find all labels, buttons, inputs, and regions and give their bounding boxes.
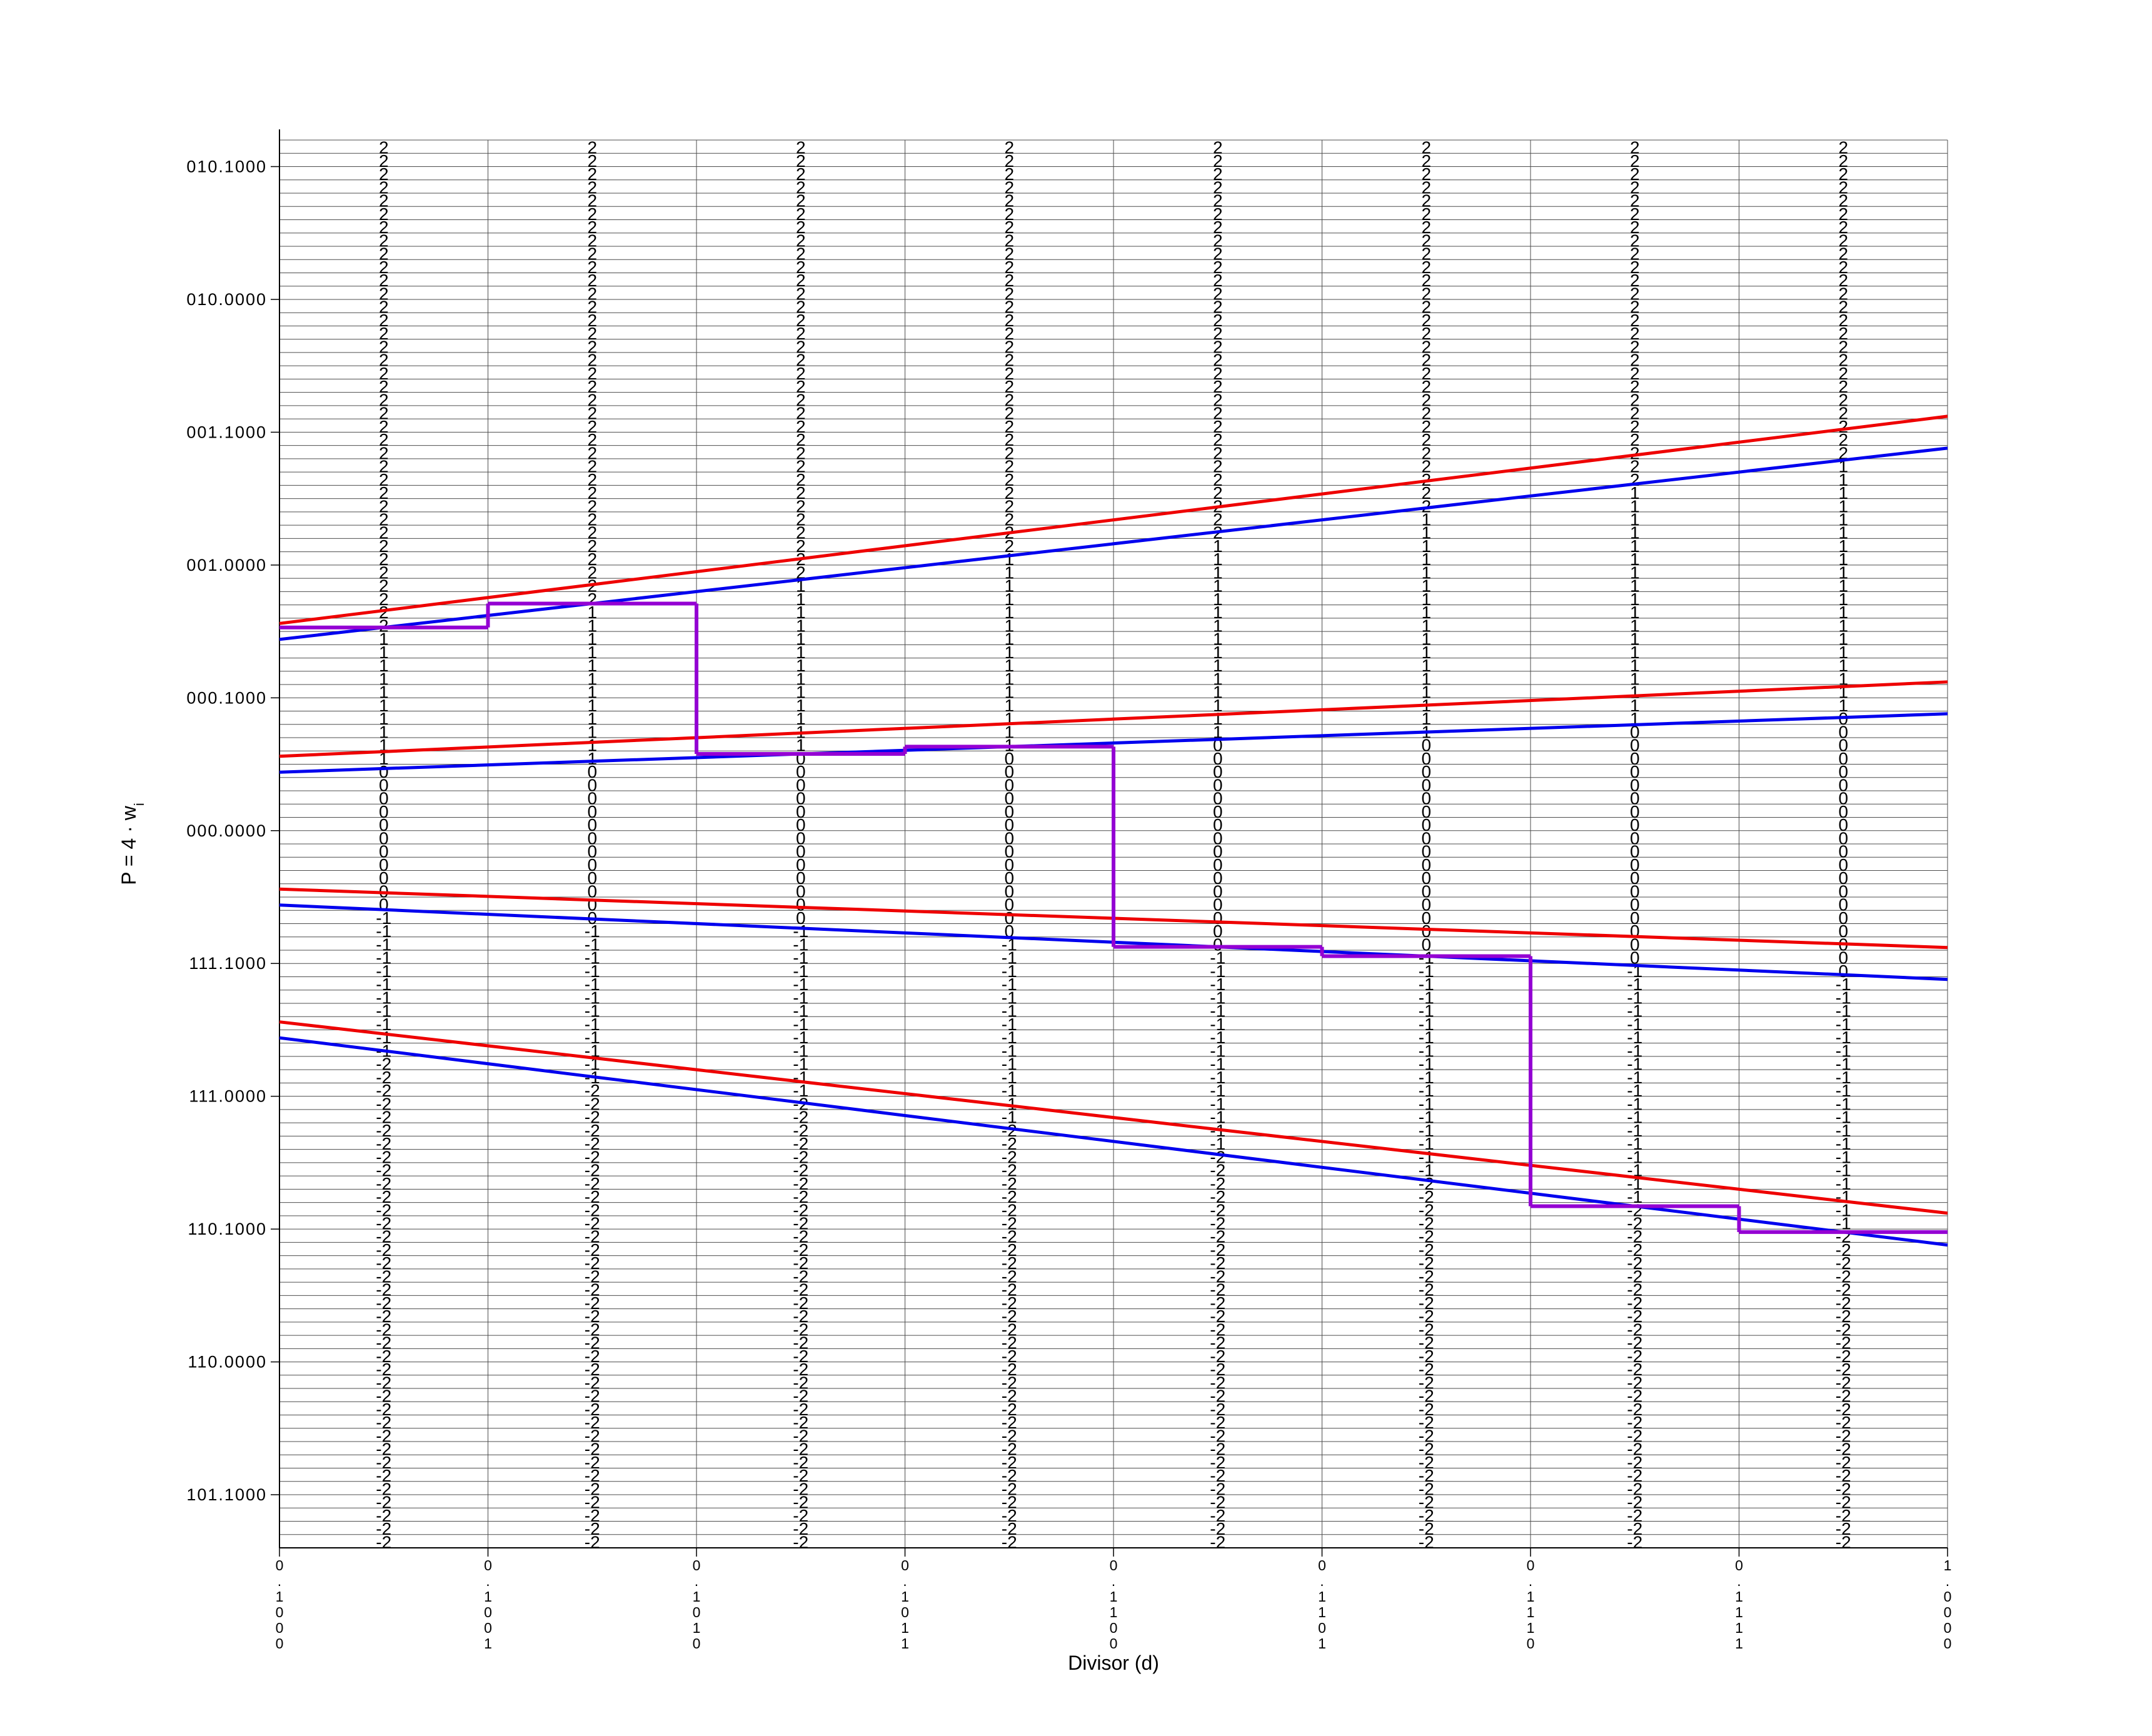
svg-text:.: .	[695, 1573, 698, 1589]
svg-text:0: 0	[693, 1604, 701, 1620]
svg-text:.: .	[486, 1573, 490, 1589]
svg-text:-2: -2	[1210, 1532, 1225, 1552]
svg-text:0: 0	[276, 1635, 284, 1652]
svg-text:1: 1	[484, 1588, 492, 1605]
svg-text:1: 1	[276, 1588, 284, 1605]
svg-text:000.1000: 000.1000	[186, 688, 267, 707]
svg-text:0: 0	[1735, 1557, 1743, 1573]
svg-text:0: 0	[1944, 1604, 1952, 1620]
svg-text:0: 0	[484, 1620, 492, 1636]
svg-text:0: 0	[484, 1557, 492, 1573]
svg-text:0: 0	[1318, 1620, 1326, 1636]
svg-text:-2: -2	[1627, 1532, 1642, 1552]
svg-text:111.1000: 111.1000	[189, 954, 267, 973]
svg-text:0: 0	[1110, 1557, 1118, 1573]
svg-text:1: 1	[1735, 1635, 1743, 1652]
svg-text:110.1000: 110.1000	[188, 1220, 267, 1238]
svg-text:1: 1	[1318, 1588, 1326, 1605]
svg-text:1: 1	[901, 1635, 909, 1652]
svg-text:1: 1	[1110, 1588, 1118, 1605]
svg-text:101.1000: 101.1000	[186, 1485, 267, 1504]
svg-text:1: 1	[1735, 1620, 1743, 1636]
svg-text:1: 1	[693, 1620, 701, 1636]
svg-text:0: 0	[693, 1557, 701, 1573]
svg-text:1: 1	[1527, 1604, 1535, 1620]
svg-text:0: 0	[276, 1557, 284, 1573]
svg-text:0: 0	[1944, 1588, 1952, 1605]
svg-text:0: 0	[1527, 1635, 1535, 1652]
svg-text:1: 1	[1527, 1588, 1535, 1605]
svg-text:1: 1	[1735, 1604, 1743, 1620]
svg-text:.: .	[1320, 1573, 1324, 1589]
svg-text:1: 1	[484, 1635, 492, 1652]
svg-text:0: 0	[276, 1620, 284, 1636]
svg-text:.: .	[1946, 1573, 1949, 1589]
svg-text:1: 1	[1944, 1557, 1952, 1573]
svg-text:-2: -2	[376, 1532, 391, 1552]
svg-text:0: 0	[1318, 1557, 1326, 1573]
svg-text:010.1000: 010.1000	[186, 157, 267, 176]
svg-text:-2: -2	[1419, 1532, 1434, 1552]
svg-text:111.0000: 111.0000	[189, 1087, 267, 1106]
svg-text:1: 1	[1527, 1620, 1535, 1636]
svg-text:1: 1	[1318, 1635, 1326, 1652]
svg-text:0: 0	[1110, 1620, 1118, 1636]
svg-text:-2: -2	[1836, 1532, 1851, 1552]
svg-text:0: 0	[901, 1557, 909, 1573]
svg-text:.: .	[903, 1573, 907, 1589]
svg-text:000.0000: 000.0000	[186, 821, 267, 840]
svg-text:.: .	[278, 1573, 281, 1589]
svg-text:110.0000: 110.0000	[188, 1353, 267, 1372]
svg-text:-2: -2	[585, 1532, 600, 1552]
svg-text:0: 0	[693, 1635, 701, 1652]
svg-text:1: 1	[901, 1620, 909, 1636]
svg-text:0: 0	[1944, 1620, 1952, 1636]
svg-text:1: 1	[693, 1588, 701, 1605]
svg-text:.: .	[1737, 1573, 1741, 1589]
svg-text:1: 1	[1110, 1604, 1118, 1620]
svg-text:.: .	[1112, 1573, 1115, 1589]
svg-text:010.0000: 010.0000	[186, 290, 267, 309]
svg-text:1: 1	[1735, 1588, 1743, 1605]
svg-text:1: 1	[1318, 1604, 1326, 1620]
svg-text:-2: -2	[1002, 1532, 1017, 1552]
svg-text:-2: -2	[793, 1532, 808, 1552]
svg-text:001.1000: 001.1000	[186, 423, 267, 441]
svg-text:0: 0	[484, 1604, 492, 1620]
svg-text:0: 0	[901, 1604, 909, 1620]
svg-text:.: .	[1529, 1573, 1532, 1589]
svg-text:001.0000: 001.0000	[186, 556, 267, 574]
svg-text:1: 1	[901, 1588, 909, 1605]
svg-text:0: 0	[276, 1604, 284, 1620]
svg-text:0: 0	[1110, 1635, 1118, 1652]
svg-text:Divisor (d): Divisor (d)	[1068, 1652, 1159, 1674]
svg-text:0: 0	[1527, 1557, 1535, 1573]
svg-text:0: 0	[1944, 1635, 1952, 1652]
